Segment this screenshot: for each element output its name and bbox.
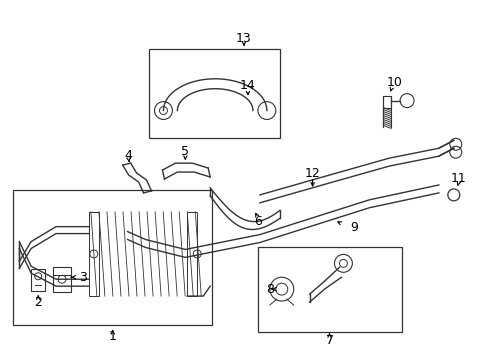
Text: 2: 2 xyxy=(34,296,42,309)
Text: 9: 9 xyxy=(350,221,358,234)
Text: 5: 5 xyxy=(181,145,189,158)
Bar xyxy=(89,212,99,296)
Text: 11: 11 xyxy=(450,171,466,185)
Bar xyxy=(13,190,212,325)
Text: 4: 4 xyxy=(124,149,132,162)
Text: 10: 10 xyxy=(386,76,401,89)
Bar xyxy=(148,49,279,138)
Bar xyxy=(187,212,197,296)
Bar xyxy=(31,269,45,291)
Text: 1: 1 xyxy=(109,330,117,343)
Bar xyxy=(53,267,71,292)
Text: 14: 14 xyxy=(240,79,255,92)
Bar xyxy=(91,212,195,296)
Text: 6: 6 xyxy=(253,215,262,228)
Bar xyxy=(383,96,390,108)
Text: 7: 7 xyxy=(325,334,333,347)
Text: 3: 3 xyxy=(79,271,87,284)
Text: 13: 13 xyxy=(236,32,251,45)
Text: 8: 8 xyxy=(265,283,273,296)
Text: 12: 12 xyxy=(304,167,320,180)
Bar xyxy=(257,247,401,332)
